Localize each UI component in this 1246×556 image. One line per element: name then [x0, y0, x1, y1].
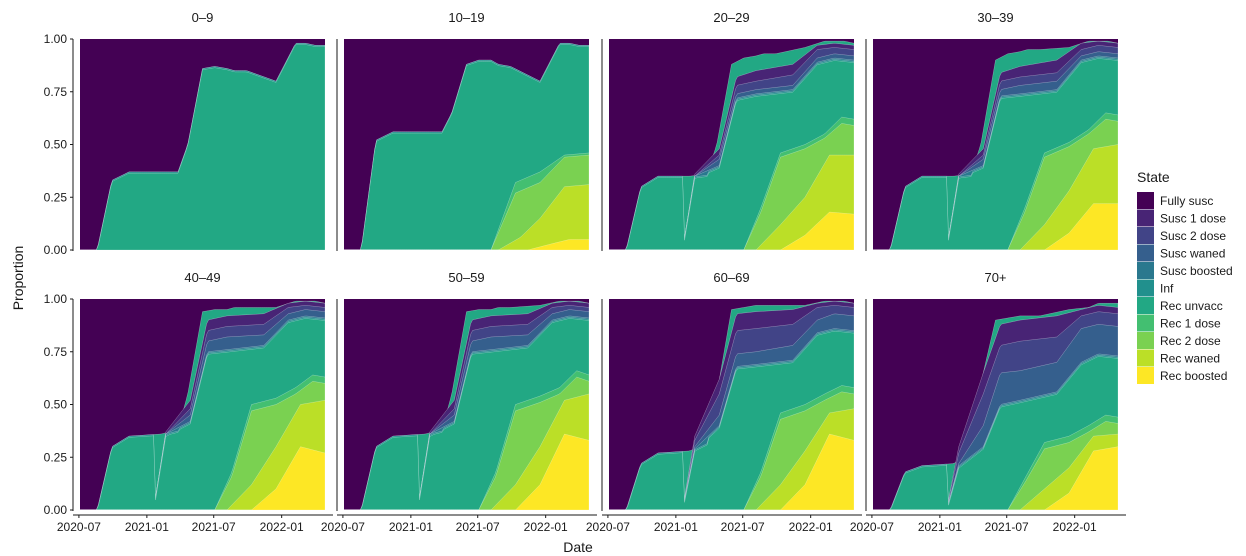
facet-panel: 50–59 2020-07 2021-01 2021-07 2022-01 — [321, 270, 597, 534]
legend-swatch — [1137, 314, 1154, 332]
facet-panel: 30–39 — [865, 10, 1119, 251]
y-tick-label: 0.50 — [44, 138, 68, 152]
x-tick-label: 2022-01 — [524, 520, 568, 534]
y-axis: 0.00 0.25 0.50 0.75 1.00 — [44, 292, 74, 517]
x-tick-label: 2021-01 — [125, 520, 169, 534]
x-tick-label: 2022-01 — [260, 520, 304, 534]
facet-label: 50–59 — [448, 270, 484, 285]
x-tick-label: 2021-01 — [389, 520, 433, 534]
x-axis: 2020-07 2021-01 2021-07 2022-01 — [321, 514, 597, 534]
legend-label: Inf — [1160, 282, 1174, 296]
area-rec-boosted — [873, 446, 1119, 511]
legend-swatch — [1137, 244, 1154, 262]
facet-label: 40–49 — [184, 270, 220, 285]
facet-panel: 10–19 — [336, 10, 590, 251]
area-rec-boosted — [344, 239, 590, 251]
legend-swatch — [1137, 227, 1154, 244]
x-tick-label: 2022-01 — [789, 520, 833, 534]
y-tick-label: 1.00 — [44, 292, 68, 306]
legend-label: Rec waned — [1160, 352, 1220, 366]
x-tick-label: 2021-01 — [918, 520, 962, 534]
legend-swatch — [1137, 209, 1154, 227]
x-tick-label: 2020-07 — [321, 520, 365, 534]
y-axis: 0.00 0.25 0.50 0.75 1.00 — [44, 32, 74, 257]
x-tick-label: 2021-07 — [192, 520, 236, 534]
x-axis: 2020-07 2021-01 2021-07 2022-01 — [586, 514, 862, 534]
facet-label: 10–19 — [448, 10, 484, 25]
y-tick-label: 0.00 — [44, 243, 68, 257]
x-tick-label: 2020-07 — [850, 520, 894, 534]
facet-panel: 20–29 — [601, 10, 855, 251]
facet-label: 30–39 — [977, 10, 1013, 25]
area-rec-unvacc-lower — [80, 44, 326, 251]
legend-swatch — [1137, 367, 1154, 384]
facet-label: 20–29 — [713, 10, 749, 25]
y-tick-label: 0.00 — [44, 503, 68, 517]
legend-label: Susc boosted — [1160, 264, 1233, 278]
x-axis: 2020-07 2021-01 2021-07 2022-01 — [850, 514, 1126, 534]
legend-label: Susc 2 dose — [1160, 229, 1226, 243]
area-rec-boosted — [80, 446, 326, 511]
y-tick-label: 0.25 — [44, 190, 68, 204]
x-tick-label: 2020-07 — [57, 520, 101, 534]
legend-swatch — [1137, 279, 1154, 297]
legend-label: Fully susc — [1160, 194, 1213, 208]
facet-panel: 60–69 2020-07 2021-01 2021-07 2022-01 — [586, 270, 862, 534]
area-rec-boosted — [609, 211, 855, 251]
area-rec-boosted — [344, 433, 590, 511]
legend-title: State — [1137, 169, 1170, 185]
x-axis-label: Date — [563, 539, 593, 555]
legend-label: Rec boosted — [1160, 369, 1227, 383]
facet-label: 0–9 — [192, 10, 214, 25]
y-tick-label: 0.75 — [44, 345, 68, 359]
x-tick-label: 2021-07 — [456, 520, 500, 534]
legend-label: Susc 1 dose — [1160, 212, 1226, 226]
facet-label: 60–69 — [713, 270, 749, 285]
area-rec-boosted — [873, 203, 1119, 251]
legend-label: Rec 1 dose — [1160, 317, 1221, 331]
x-tick-label: 2021-07 — [721, 520, 765, 534]
x-tick-label: 2020-07 — [586, 520, 630, 534]
facet-label: 70+ — [984, 270, 1006, 285]
legend-swatch — [1137, 349, 1154, 367]
x-axis: 2020-07 2021-01 2021-07 2022-01 — [57, 514, 333, 534]
y-tick-label: 0.25 — [44, 450, 68, 464]
legend-label: Rec unvacc — [1160, 299, 1223, 313]
x-tick-label: 2021-01 — [654, 520, 698, 534]
facet-panel: 0–9 0.00 0.25 0.50 0.75 1.00 — [44, 10, 326, 257]
legend-label: Rec 2 dose — [1160, 334, 1221, 348]
facet-panel: 70+ 2020-07 2021-01 2021-07 2022-01 — [850, 270, 1126, 534]
x-tick-label: 2021-07 — [985, 520, 1029, 534]
legend: State Fully susc Susc 1 dose Susc 2 dose Su… — [1137, 169, 1233, 384]
y-tick-label: 0.75 — [44, 85, 68, 99]
legend-swatch — [1137, 192, 1154, 209]
legend-swatch — [1137, 262, 1154, 279]
legend-label: Susc waned — [1160, 247, 1225, 261]
y-tick-label: 0.50 — [44, 398, 68, 412]
legend-swatch — [1137, 332, 1154, 349]
legend-swatch — [1137, 297, 1154, 314]
area-rec-boosted — [609, 433, 855, 511]
y-axis-label: Proportion — [10, 246, 26, 311]
x-tick-label: 2022-01 — [1053, 520, 1097, 534]
y-tick-label: 1.00 — [44, 32, 68, 46]
